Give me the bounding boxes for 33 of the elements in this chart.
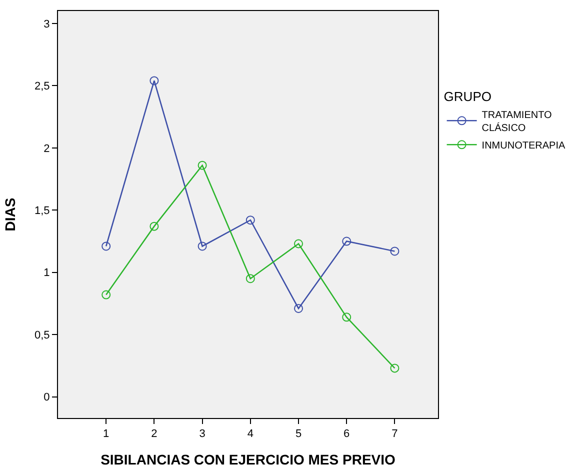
y-tick-label: 2,5 <box>34 80 50 93</box>
x-tick-label: 4 <box>247 428 254 440</box>
point <box>246 216 255 225</box>
x-tick-label: 3 <box>199 428 206 440</box>
point <box>198 160 207 170</box>
y-tick-label: 2 <box>44 142 50 155</box>
y-tick-label: 0,5 <box>34 329 50 342</box>
point <box>342 312 352 322</box>
point <box>390 364 400 373</box>
point <box>102 242 111 251</box>
x-tick-label: 1 <box>103 428 110 440</box>
legend-title: GRUPO <box>444 89 492 104</box>
point <box>198 242 207 251</box>
point <box>294 239 304 248</box>
y-tick-label: 1 <box>44 267 50 280</box>
legend-label: INMUNOTERAPIA <box>482 140 566 152</box>
x-tick-label: 5 <box>295 428 302 440</box>
point <box>390 246 400 256</box>
point <box>102 290 111 300</box>
point <box>150 222 159 231</box>
x-tick-label: 7 <box>392 428 398 440</box>
point <box>342 236 352 246</box>
point <box>294 304 304 313</box>
x-axis-title: SIBILANCIAS CON EJERCICIO MES PREVIO <box>100 452 396 468</box>
legend-label: TRATAMIENTO CLÁSICO <box>482 110 552 134</box>
x-tick-label: 2 <box>151 428 158 440</box>
y-axis-title: DIAS <box>2 198 18 232</box>
y-tick-label: 0 <box>44 392 50 404</box>
point <box>150 76 159 86</box>
x-tick-label: 6 <box>344 428 350 440</box>
y-tick-label: 3 <box>44 18 50 30</box>
y-tick-label: 1,5 <box>34 204 50 217</box>
point <box>246 274 255 284</box>
